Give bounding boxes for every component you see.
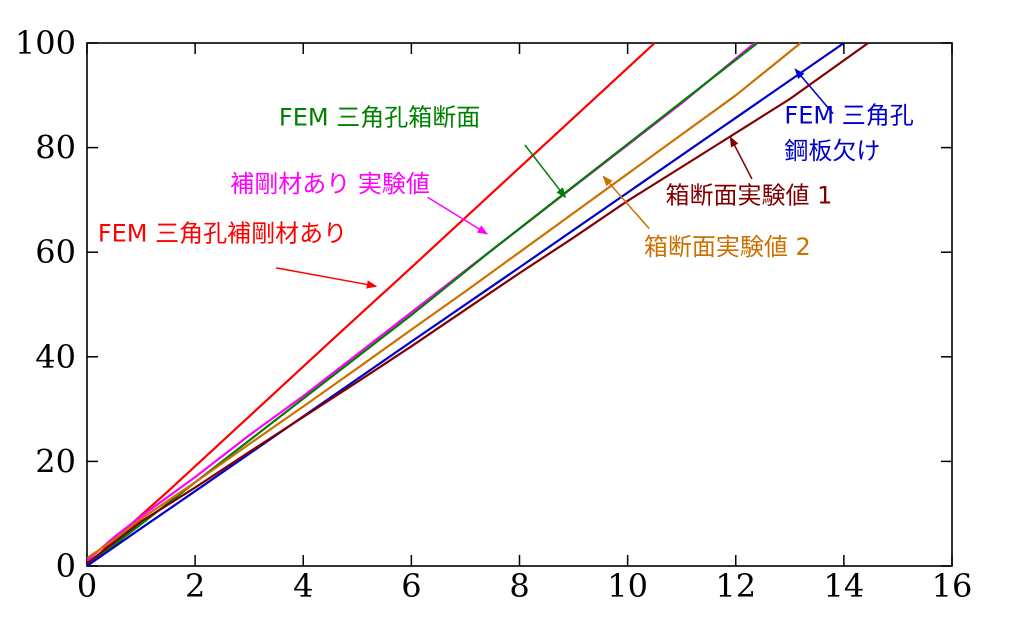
annotation-arrow-3 (524, 144, 567, 199)
x-tick-label: 8 (509, 567, 529, 605)
annotation-arrow-1 (276, 267, 378, 289)
y-tick-label: 80 (35, 129, 76, 167)
annotation-label-6: FEM 三角孔 (784, 102, 913, 130)
series-line-5 (86, 42, 845, 567)
annotation-arrow-2 (427, 196, 488, 235)
series-line-4 (86, 42, 802, 560)
y-tick-label: 20 (35, 442, 76, 480)
annotation-arrow-4 (602, 175, 650, 230)
x-tick-label: 12 (715, 567, 756, 605)
y-tick-label: 60 (35, 233, 76, 271)
x-tick-label: 14 (824, 567, 865, 605)
x-tick-label: 16 (932, 567, 973, 605)
annotation-arrow-6 (794, 68, 834, 115)
annotation-label-2: 補剛材あり 実験値 (230, 170, 430, 198)
x-tick-label: 4 (293, 567, 313, 605)
y-tick-label: 0 (56, 547, 76, 585)
series-layer (86, 42, 869, 567)
annotation-label-7: 鋼板欠け (784, 137, 880, 165)
x-tick-label: 2 (185, 567, 205, 605)
series-line-6 (86, 42, 869, 565)
annotation-label-1: FEM 三角孔補剛材あり (98, 220, 347, 248)
annotation-label-4: 箱断面実験値 2 (644, 233, 811, 261)
annotation-label-5: 箱断面実験値 1 (665, 182, 832, 210)
axis-ticks: 0 2 4 6 8 10 12 14 16 0 20 40 60 80 100 (15, 24, 972, 605)
y-tick-label: 40 (35, 338, 76, 376)
x-tick-label: 6 (401, 567, 421, 605)
series-line-3 (86, 42, 759, 567)
annotation-label-3: FEM 三角孔箱断面 (279, 104, 480, 132)
y-tick-label: 100 (15, 24, 76, 62)
x-tick-label: 10 (607, 567, 648, 605)
annotation-arrow-5 (729, 136, 753, 180)
x-tick-label: 0 (77, 567, 97, 605)
